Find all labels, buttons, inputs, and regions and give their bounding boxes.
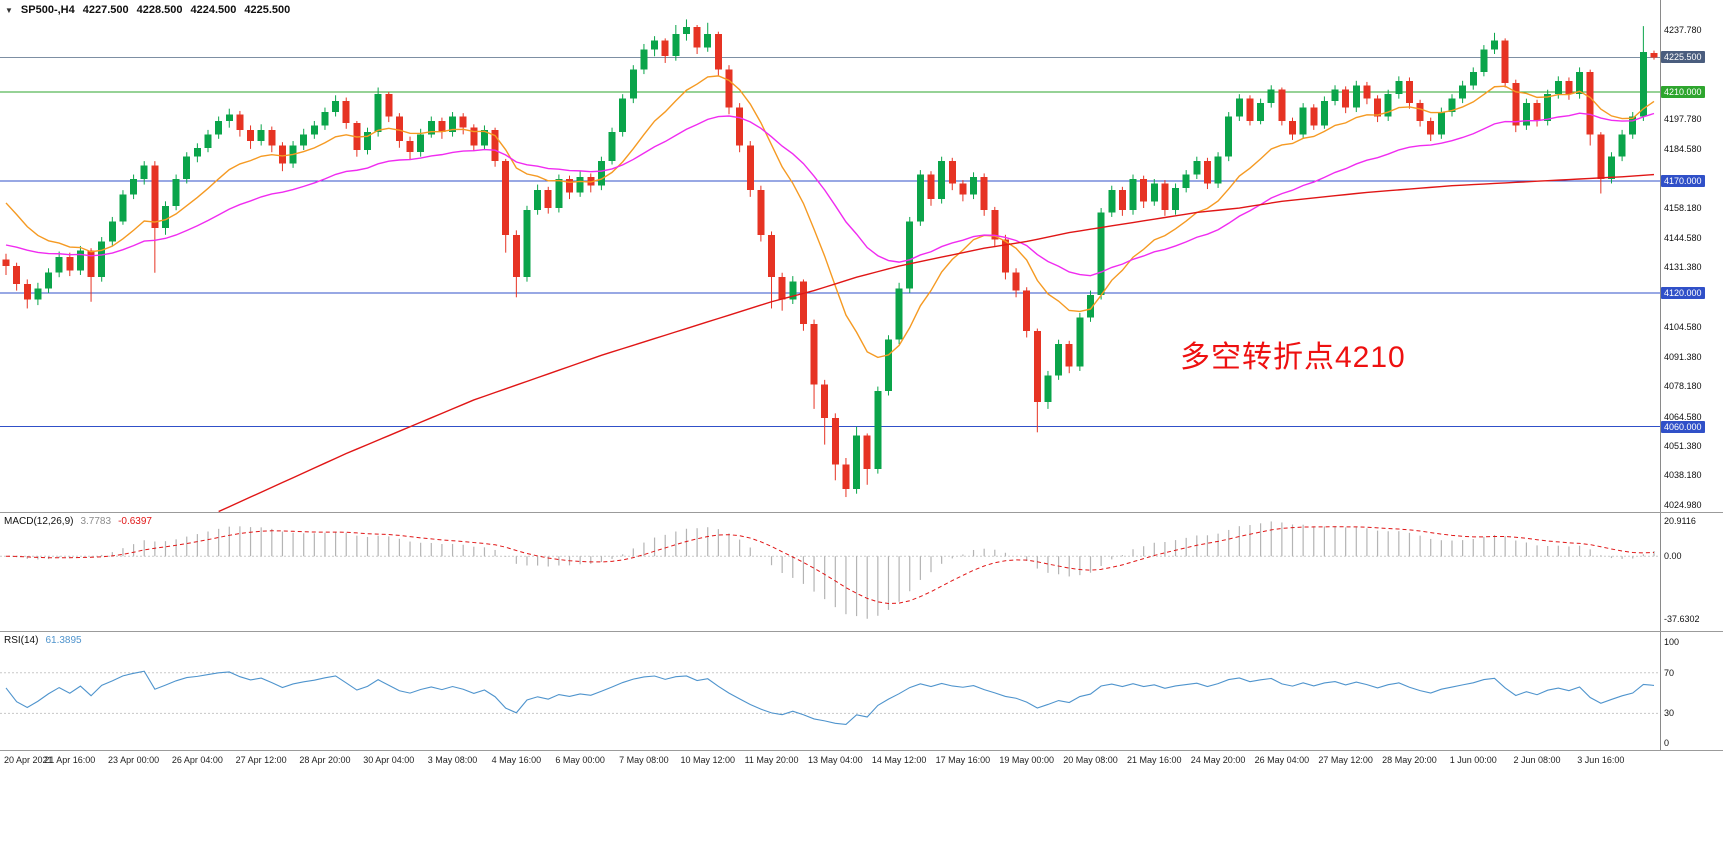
rsi-header: RSI(14) 61.3895 — [4, 635, 82, 646]
time-axis-label: 27 May 12:00 — [1318, 755, 1373, 765]
scale-label: 4237.780 — [1664, 24, 1702, 35]
scale-label: 4051.380 — [1664, 440, 1702, 451]
rsi-canvas[interactable] — [0, 632, 1660, 750]
time-axis-label: 19 May 00:00 — [999, 755, 1054, 765]
time-axis-label: 13 May 04:00 — [808, 755, 863, 765]
time-axis-label: 28 May 20:00 — [1382, 755, 1437, 765]
pane-divider[interactable] — [0, 750, 1723, 751]
price-scale-main[interactable]: 4237.780 4197.780 4184.580 4158.180 4144.580… — [1660, 0, 1723, 512]
scale-label: 70 — [1664, 667, 1675, 678]
rsi-pane: RSI(14) 61.3895 100 70 30 0 — [0, 632, 1723, 750]
main-chart-pane: ▼ SP500-,H4 4227.500 4228.500 4224.500 4… — [0, 0, 1723, 512]
price-badge: 4225.500 — [1661, 51, 1705, 64]
chart-header: ▼ SP500-,H4 4227.500 4228.500 4224.500 4… — [5, 4, 290, 16]
price-badge: 4210.000 — [1661, 85, 1705, 98]
scale-label: 4091.380 — [1664, 351, 1702, 362]
time-axis-label: 3 May 08:00 — [427, 755, 478, 765]
time-axis-label: 2 Jun 08:00 — [1513, 755, 1561, 765]
time-axis-label: 4 May 16:00 — [491, 755, 542, 765]
macd-signal-value: -0.6397 — [118, 516, 152, 527]
scale-label: 4078.180 — [1664, 381, 1702, 392]
time-axis-label: 6 May 00:00 — [555, 755, 605, 765]
annotation-pivot-note: 多空转折点4210 — [1180, 341, 1406, 374]
time-axis-label: 20 Apr 2021 — [4, 755, 53, 765]
price-badge: 4170.000 — [1661, 175, 1705, 188]
time-axis-label: 27 Apr 12:00 — [235, 755, 287, 765]
scale-label: 100 — [1664, 637, 1680, 648]
scale-label: 0.00 — [1664, 551, 1682, 562]
collapse-chart-icon[interactable]: ▼ — [5, 5, 13, 15]
time-axis-label: 28 Apr 20:00 — [299, 755, 351, 765]
rsi-value: 61.3895 — [45, 635, 82, 646]
scale-label: 4064.580 — [1664, 411, 1702, 422]
macd-canvas[interactable] — [0, 513, 1660, 631]
scale-label: 4144.580 — [1664, 232, 1702, 243]
time-axis-label: 30 Apr 04:00 — [363, 755, 415, 765]
price-scale-macd[interactable]: 20.9116 0.00 -37.6302 — [1660, 513, 1723, 631]
time-axis-label: 26 May 04:00 — [1254, 755, 1310, 765]
scale-label: 4024.980 — [1664, 499, 1702, 510]
scale-label: 4104.580 — [1664, 322, 1702, 333]
rsi-label: RSI(14) — [4, 635, 39, 646]
scale-label: 4197.780 — [1664, 114, 1702, 125]
scale-label: 30 — [1664, 708, 1675, 719]
time-axis-label: 20 May 08:00 — [1063, 755, 1118, 765]
time-axis-label: 21 Apr 16:00 — [44, 755, 96, 765]
macd-pane: MACD(12,26,9) 3.7783 -0.6397 20.9116 0.00… — [0, 513, 1723, 631]
price-badge: 4060.000 — [1661, 420, 1705, 433]
time-axis[interactable]: 20 Apr 2021 21 Apr 16:00 23 Apr 00:00 26 Ap… — [0, 751, 1723, 772]
time-axis-label: 23 Apr 00:00 — [108, 755, 160, 765]
macd-label: MACD(12,26,9) — [4, 516, 74, 527]
ohlc-close-value: 4225.500 — [244, 4, 291, 16]
time-axis-label: 1 Jun 00:00 — [1449, 755, 1497, 765]
pane-divider[interactable] — [0, 512, 1723, 513]
symbol-period-label: SP500-,H4 — [20, 4, 75, 16]
scale-label: 4131.380 — [1664, 262, 1702, 273]
ohlc-low-value: 4224.500 — [190, 4, 237, 16]
time-axis-label: 3 Jun 16:00 — [1577, 755, 1625, 765]
macd-header: MACD(12,26,9) 3.7783 -0.6397 — [4, 516, 152, 527]
time-axis-label: 7 May 08:00 — [619, 755, 669, 765]
ohlc-open-value: 4227.500 — [82, 4, 129, 16]
scale-label: 4038.180 — [1664, 470, 1702, 481]
time-axis-label: 21 May 16:00 — [1127, 755, 1182, 765]
time-axis-label: 14 May 12:00 — [871, 755, 927, 765]
time-axis-label: 11 May 20:00 — [744, 755, 799, 765]
time-axis-label: 26 Apr 04:00 — [171, 755, 223, 765]
price-scale-rsi[interactable]: 100 70 30 0 — [1660, 632, 1723, 750]
scale-label: 0 — [1664, 738, 1670, 748]
main-chart-canvas[interactable] — [0, 0, 1660, 512]
ohlc-high-value: 4228.500 — [136, 4, 183, 16]
scale-label: 20.9116 — [1664, 516, 1696, 527]
macd-main-value: 3.7783 — [80, 516, 112, 527]
bottom-filler — [0, 772, 1723, 842]
price-badge: 4120.000 — [1661, 286, 1705, 299]
time-axis-label: 17 May 16:00 — [935, 755, 991, 765]
scale-label: 4184.580 — [1664, 143, 1702, 154]
pane-divider[interactable] — [0, 631, 1723, 632]
time-axis-label: 24 May 20:00 — [1190, 755, 1246, 765]
scale-label: -37.6302 — [1664, 613, 1700, 624]
scale-label: 4158.180 — [1664, 202, 1702, 213]
time-axis-label: 10 May 12:00 — [680, 755, 735, 765]
